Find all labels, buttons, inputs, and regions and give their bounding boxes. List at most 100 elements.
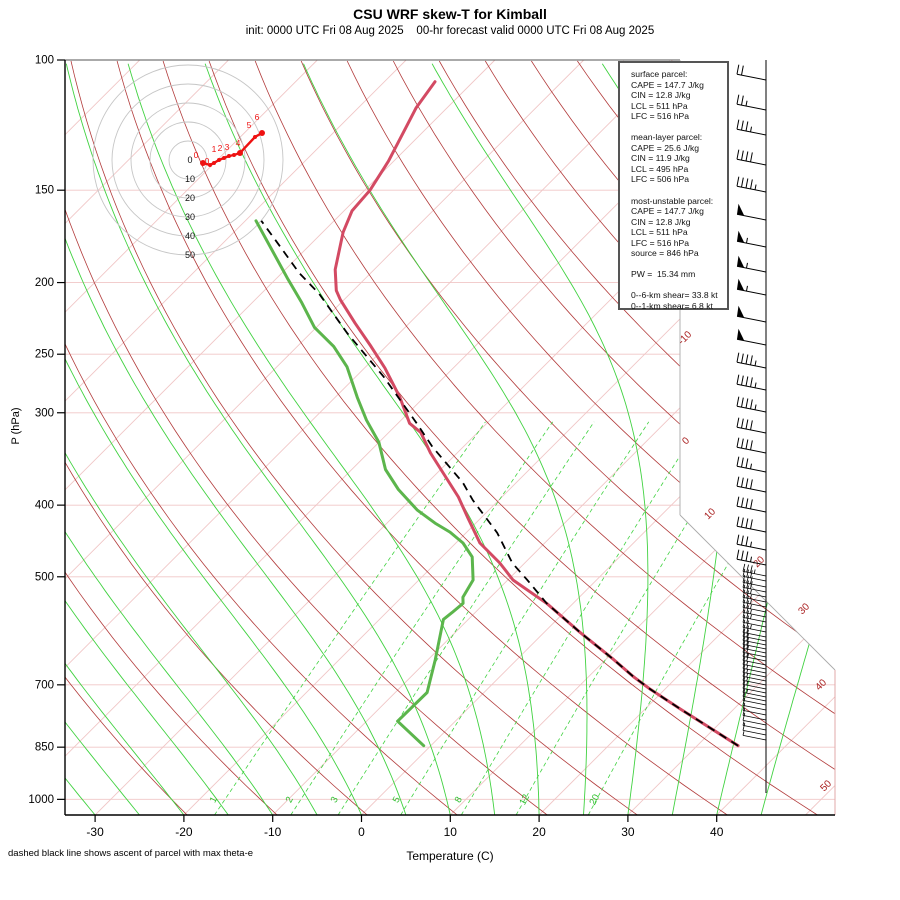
wind-barb (742, 652, 767, 666)
wind-barb (742, 640, 767, 654)
moist-adiabat-line (65, 63, 451, 815)
y-axis-title: P (hPa) (10, 407, 22, 445)
y-tick-label: 700 (35, 679, 54, 691)
dry-adiabat-line (65, 60, 548, 815)
info-box-line: mean-layer parcel: (631, 132, 703, 143)
wind-barb (742, 579, 767, 593)
wind-barb (736, 278, 767, 296)
wind-barb (742, 692, 767, 706)
hodograph-ring (111, 83, 265, 237)
hodograph-km-label: 2 (218, 143, 223, 153)
wind-barb (736, 496, 767, 513)
wind-barb (742, 707, 767, 721)
y-tick-label: 500 (35, 571, 54, 583)
wind-barb (742, 568, 767, 582)
info-box-line (631, 259, 727, 270)
isotherm-line (65, 60, 496, 815)
dry-adiabat-line (761, 60, 835, 815)
mixing-ratio-label: 20 (587, 793, 602, 808)
wind-barb (736, 549, 767, 566)
wind-barb (742, 619, 767, 633)
mixing-ratio-line (290, 421, 554, 815)
x-tick-label: 20 (532, 825, 546, 839)
moist-adiabat-line (127, 63, 496, 815)
dry-adiabat-line (807, 60, 835, 815)
hodograph-trace-point (212, 161, 216, 165)
parcel-info-box: surface parcel: CAPE = 147.7 J/kg CIN = 12… (618, 61, 729, 311)
isotherm-edge-label: 10 (702, 506, 718, 522)
y-tick-label: 150 (35, 185, 54, 197)
wind-barb (742, 668, 767, 682)
moist-adiabat-line (0, 64, 51, 815)
wind-barb (736, 230, 767, 248)
y-tick-label: 400 (35, 500, 54, 512)
hodograph-trace-point (237, 150, 243, 156)
info-box-line (631, 280, 727, 291)
mixing-ratio-label: 8 (453, 795, 465, 805)
wind-barb (736, 305, 767, 323)
init-valid-subtitle: init: 0000 UTC Fri 08 Aug 2025 00-hr for… (245, 25, 655, 37)
info-box-line: CAPE = 25.6 J/kg (631, 142, 700, 153)
hodograph-ring (149, 121, 227, 199)
wind-barb (742, 660, 767, 674)
wind-barb (736, 352, 767, 369)
hodograph-ring-label: 20 (185, 193, 195, 203)
dry-adiabat-line (300, 60, 835, 815)
sounding-curves (254, 80, 740, 748)
moist-adiabat-line (65, 63, 185, 815)
isotherm-edge-label: 0 (680, 435, 692, 447)
isotherm-edge-label: -10 (676, 329, 694, 347)
info-box-line: CAPE = 147.7 J/kg (631, 206, 704, 217)
wind-barb (742, 676, 767, 690)
isotherm-line (627, 60, 835, 815)
wind-barb (742, 574, 767, 588)
moist-adiabat-line (716, 63, 830, 815)
hodograph-ring-label: 30 (185, 212, 195, 222)
info-box-line: LFC = 506 hPa (631, 174, 690, 185)
wind-barb (742, 589, 767, 603)
info-box-line: CIN = 11.9 J/kg (631, 153, 690, 164)
wind-barb (736, 396, 767, 413)
hodograph-ring-label: 50 (185, 250, 195, 260)
isotherm-line (272, 60, 835, 815)
hodograph-km-label: 6 (255, 112, 260, 122)
x-axis-title: Temperature (C) (406, 849, 494, 863)
wind-barb (736, 203, 767, 221)
moist-adiabat-line (65, 63, 274, 815)
wind-barb (742, 644, 767, 658)
info-box-line: LFC = 516 hPa (631, 237, 690, 248)
y-tick-label: 1000 (28, 794, 54, 806)
mixing-ratio-line (337, 421, 595, 815)
wind-barb (742, 632, 767, 646)
isotherm-line (805, 60, 835, 815)
wind-barb (742, 684, 767, 698)
info-box-line (631, 122, 727, 133)
y-tick-label: 300 (35, 407, 54, 419)
wind-barb (742, 624, 767, 638)
hodograph-ring-label: 10 (185, 174, 195, 184)
isotherm-line (65, 60, 407, 815)
wind-barb (742, 636, 767, 650)
moist-adiabat-line (204, 63, 540, 815)
dry-adiabat-line (162, 60, 818, 815)
moist-adiabat-line (65, 63, 362, 815)
wind-barb (742, 712, 767, 726)
mixing-ratio-line (400, 421, 650, 815)
mixing-ratio-label: 3 (329, 795, 341, 805)
wind-barb (742, 594, 767, 608)
wind-barb (742, 628, 767, 642)
wind-barb (736, 437, 767, 454)
mixing-ratio-label: 12 (517, 793, 532, 808)
wind-barb (742, 697, 767, 711)
info-box-line: most-unstable parcel: (631, 195, 714, 206)
wind-barb (742, 680, 767, 694)
mixing-ratio-line (214, 421, 486, 815)
wind-barb (742, 584, 767, 598)
hodograph-ring (92, 64, 284, 256)
dry-adiabat-line (65, 60, 368, 815)
dry-adiabat-line (208, 60, 835, 815)
moist-adiabat-line (65, 63, 407, 815)
background-grid (0, 60, 835, 815)
wind-barb (742, 672, 767, 686)
